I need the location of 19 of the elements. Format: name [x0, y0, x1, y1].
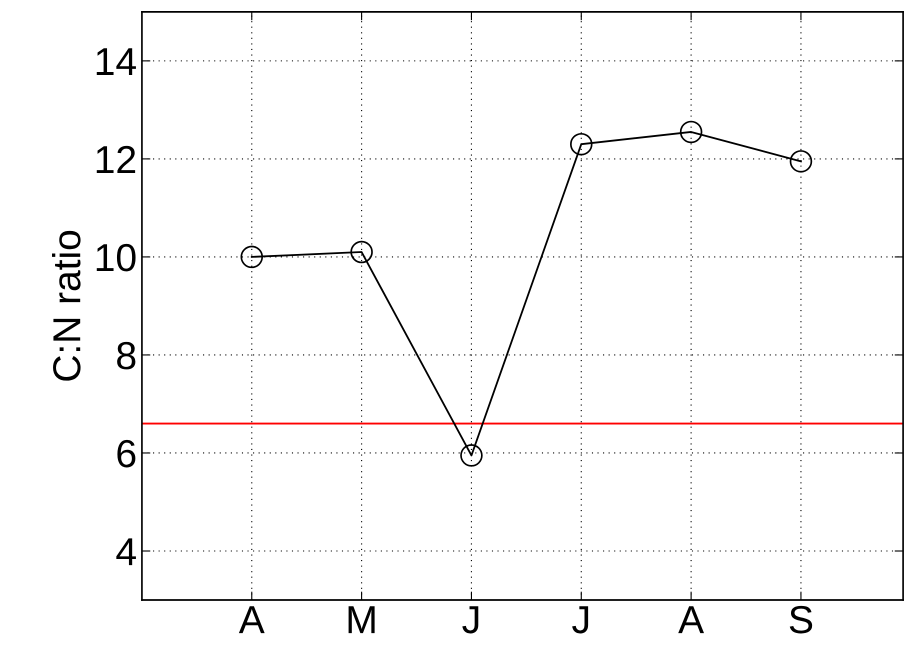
x-tick-label: S	[790, 606, 812, 634]
x-tick-label: A	[678, 606, 704, 634]
y-axis-title: C:N ratio	[52, 230, 81, 381]
y-tick-label: 12	[96, 146, 136, 173]
x-tick-label: A	[238, 606, 265, 634]
y-tick-label: 6	[117, 440, 136, 468]
point	[790, 150, 812, 173]
point	[460, 444, 483, 467]
x-tick-label: J	[462, 606, 478, 634]
x-tick-label: M	[348, 606, 375, 634]
y-tick-label: 14	[96, 48, 136, 75]
y-tick-label: 10	[96, 244, 136, 272]
point	[240, 246, 264, 268]
y-tick-label: 8	[117, 342, 136, 370]
point	[680, 120, 702, 144]
point	[570, 132, 593, 156]
y-tick-label: 4	[116, 538, 136, 566]
point	[350, 240, 373, 264]
x-tick-label: J	[572, 606, 588, 634]
